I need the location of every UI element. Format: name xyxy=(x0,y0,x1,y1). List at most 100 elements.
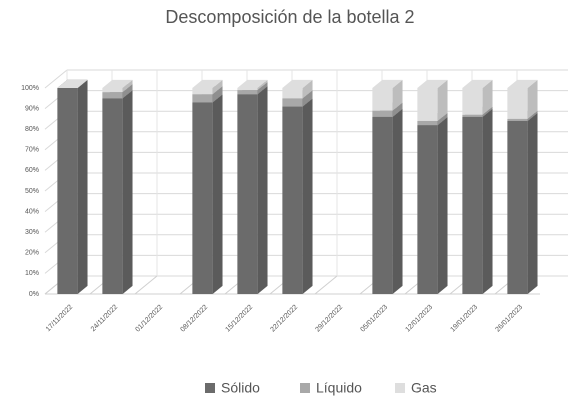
x-tick-label: 29/12/2022 xyxy=(314,304,344,334)
x-tick-label: 24/11/2022 xyxy=(90,304,119,333)
y-tick-label: 70% xyxy=(25,147,39,154)
bar-side xyxy=(257,79,268,91)
bar-top xyxy=(462,79,493,88)
bar-side xyxy=(257,81,268,95)
legend-swatch xyxy=(205,383,215,393)
bar-segment xyxy=(372,108,403,295)
bar-top xyxy=(282,79,313,88)
bar-side xyxy=(257,86,268,294)
x-tick-label: 26/01/2023 xyxy=(494,304,524,334)
x-tick-label: 05/01/2023 xyxy=(359,304,389,334)
bar-side xyxy=(437,112,448,126)
bar-segment xyxy=(507,112,538,295)
x-tick-label: 01/12/2022 xyxy=(134,304,164,334)
bar-top xyxy=(57,79,88,88)
bar-side xyxy=(527,79,538,119)
bar-side xyxy=(392,108,403,295)
y-tick-label: 100% xyxy=(21,85,39,92)
chart-title: Descomposición de la botella 2 xyxy=(165,7,414,27)
y-tick-label: 30% xyxy=(25,229,39,236)
bar-segment xyxy=(282,79,313,99)
bar-segment xyxy=(237,79,268,91)
bar-side xyxy=(392,79,403,111)
bar-segment xyxy=(237,86,268,295)
bar-segment xyxy=(192,79,223,95)
legend-swatch xyxy=(395,383,405,393)
bar-side xyxy=(527,110,538,121)
bar-front xyxy=(462,88,483,115)
bar-side xyxy=(482,79,493,115)
y-tick-label: 40% xyxy=(25,208,39,215)
bar-front xyxy=(372,110,393,117)
legend-label: Líquido xyxy=(316,380,362,396)
bar-segment xyxy=(417,79,448,121)
bar-top xyxy=(192,79,223,88)
bar-front xyxy=(417,120,438,126)
bar-side xyxy=(122,84,133,99)
floor-line xyxy=(314,275,338,295)
bar-segment xyxy=(282,98,313,294)
bar-top xyxy=(372,79,403,88)
x-tick-label: 17/11/2022 xyxy=(45,304,74,333)
legend-label: Gas xyxy=(411,380,437,396)
bar-side xyxy=(212,94,223,294)
bar-front xyxy=(282,98,303,107)
bar-front xyxy=(57,88,78,294)
bar-top xyxy=(102,79,133,88)
bar-side xyxy=(302,90,313,107)
bar-front xyxy=(192,88,213,95)
bar-front xyxy=(462,116,483,294)
y-tick-label: 10% xyxy=(25,270,39,277)
y-tick-label: 20% xyxy=(25,250,39,257)
x-tick-label: 15/12/2022 xyxy=(224,304,254,334)
y-tick-label: 0% xyxy=(29,291,39,298)
bar-front xyxy=(192,94,213,103)
y-tick-label: 50% xyxy=(25,188,39,195)
bar-front xyxy=(372,116,393,294)
bar-side xyxy=(482,108,493,295)
bar-side xyxy=(302,79,313,99)
bar-side xyxy=(77,79,88,295)
bar-segment xyxy=(507,79,538,119)
bar-top xyxy=(417,79,448,88)
legend-swatch xyxy=(300,383,310,393)
bar-front xyxy=(102,88,123,93)
bar-side xyxy=(437,79,448,121)
grid-line xyxy=(44,69,68,89)
x-tick-label: 08/12/2022 xyxy=(179,304,209,334)
bar-front xyxy=(102,92,123,99)
bar-segment xyxy=(192,94,223,294)
bar-front xyxy=(192,102,213,294)
bar-front xyxy=(237,90,258,95)
bar-front xyxy=(507,88,528,119)
y-tick-label: 60% xyxy=(25,167,39,174)
y-tick-label: 80% xyxy=(25,126,39,133)
x-tick-label: 12/01/2023 xyxy=(404,304,434,334)
bar-side xyxy=(437,116,448,294)
bar-side xyxy=(527,112,538,294)
bar-top xyxy=(237,79,268,88)
bar-segment xyxy=(462,79,493,115)
bar-top xyxy=(507,79,538,88)
bar-front xyxy=(372,88,393,111)
bar-side xyxy=(122,90,133,294)
bar-segment xyxy=(57,79,88,295)
bar-segment xyxy=(417,116,448,294)
bar-side xyxy=(482,106,493,117)
bar-front xyxy=(282,88,303,99)
bar-side xyxy=(302,98,313,294)
floor-line xyxy=(134,275,158,295)
x-tick-label: 19/01/2023 xyxy=(449,304,479,334)
bar-front xyxy=(417,125,438,294)
bar-segment xyxy=(102,79,133,93)
bar-segment xyxy=(372,79,403,111)
bar-side xyxy=(212,79,223,95)
legend-label: Sólido xyxy=(221,380,260,396)
bar-front xyxy=(102,98,123,294)
bar-front xyxy=(507,120,528,295)
bar-front xyxy=(237,94,258,295)
bar-side xyxy=(212,86,223,103)
bar-segment xyxy=(102,90,133,294)
bar-front xyxy=(282,106,303,294)
